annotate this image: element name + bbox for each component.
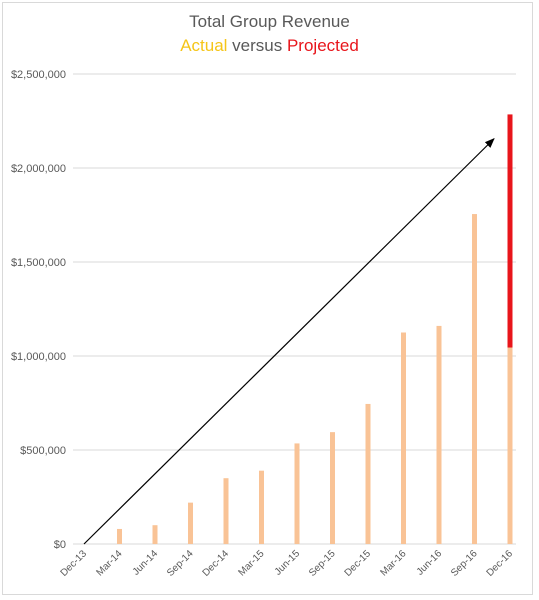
y-tick-label: $2,000,000: [11, 163, 66, 175]
bars: [117, 114, 513, 544]
subtitle-projected: Projected: [286, 36, 359, 55]
x-tick-label: Jun-15: [273, 548, 303, 578]
y-tick-label: $1,000,000: [11, 351, 66, 363]
trend-arrow: [83, 138, 495, 545]
bar-actual: [330, 432, 335, 544]
x-tick-label: Sep-15: [307, 548, 338, 579]
y-tick-label: $0: [54, 539, 66, 551]
bar-actual: [152, 525, 158, 544]
y-tick-label: $2,500,000: [11, 69, 66, 81]
y-axis-ticks: $0 $500,000 $1,000,000 $1,500,000 $2,000,000…: [11, 69, 66, 551]
bar-actual: [294, 443, 300, 544]
bar-actual: [188, 502, 193, 544]
y-tick-label: $500,000: [20, 445, 66, 457]
y-tick-label: $1,500,000: [11, 257, 66, 269]
x-tick-label: Mar-14: [94, 548, 124, 578]
bar-actual: [223, 478, 229, 544]
trend-arrow-layer: [83, 138, 495, 545]
bar-actual: [401, 332, 406, 544]
x-tick-label: Sep-16: [449, 548, 480, 579]
x-tick-label: Dec-15: [343, 548, 374, 579]
subtitle-versus: versus: [227, 36, 287, 55]
chart-title: Total Group Revenue: [189, 12, 350, 31]
chart-subtitle: Actual versus Projected: [0, 36, 539, 56]
x-tick-label: Jun-14: [131, 548, 161, 578]
x-tick-label: Mar-16: [378, 548, 408, 578]
bar-projected: [507, 114, 513, 348]
x-tick-label: Dec-14: [201, 548, 232, 579]
bar-actual: [436, 325, 442, 544]
x-tick-label: Jun-16: [415, 548, 445, 578]
x-tick-label: Dec-16: [485, 548, 516, 579]
x-tick-label: Sep-14: [165, 548, 196, 579]
chart-frame: [2, 2, 533, 595]
bar-actual: [472, 214, 477, 544]
bar-actual: [259, 470, 264, 544]
x-tick-label: Mar-15: [236, 548, 266, 578]
bar-actual: [117, 528, 122, 544]
subtitle-actual: Actual: [180, 36, 228, 55]
x-tick-label: Dec-13: [59, 548, 90, 579]
bar-actual: [365, 403, 371, 544]
bar-actual: [507, 347, 513, 544]
x-axis-ticks: Dec-13 Mar-14 Jun-14 Sep-14 Dec-14 Mar-15 Jun-…: [59, 548, 516, 579]
